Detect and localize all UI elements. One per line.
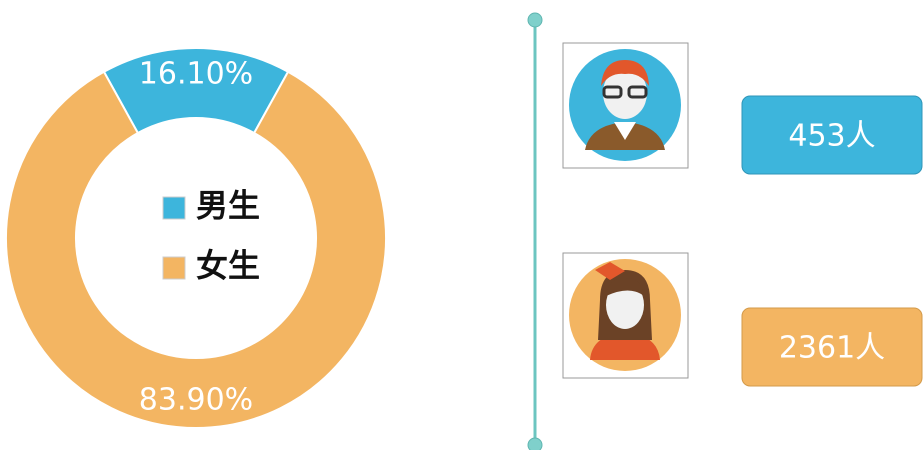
card-label: 453人 <box>788 119 875 154</box>
female-avatar <box>562 252 689 379</box>
timeline-dot <box>527 12 543 28</box>
value-label: 83.90% <box>139 383 253 418</box>
timeline-dot <box>527 437 543 450</box>
card <box>741 95 923 175</box>
legend-swatch <box>162 256 186 280</box>
legend-label: 女生 <box>196 247 260 285</box>
slice <box>5 70 387 429</box>
male-avatar <box>562 42 689 169</box>
legend-label: 男生 <box>196 187 260 225</box>
card <box>741 307 923 387</box>
legend-swatch <box>162 196 186 220</box>
card-label: 2361人 <box>779 331 885 366</box>
value-label: 16.10% <box>139 57 253 92</box>
